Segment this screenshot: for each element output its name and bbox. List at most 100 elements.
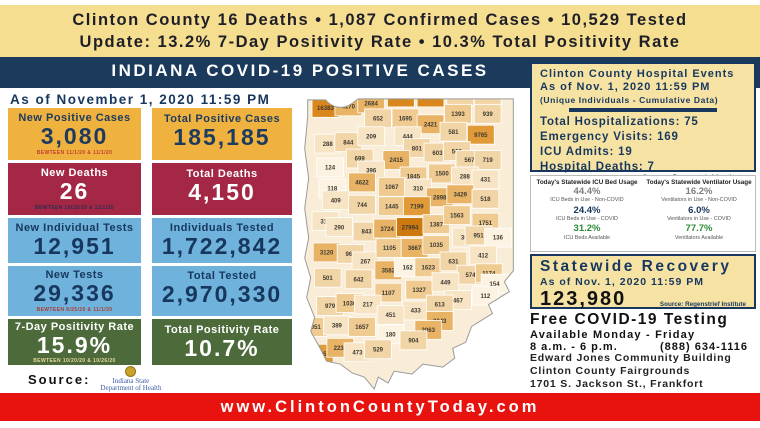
address-line-2: Clinton County Fairgrounds xyxy=(530,365,691,378)
county-cell xyxy=(374,282,403,303)
stat-value: 185,185 xyxy=(173,123,271,150)
isdh-name-line1: Indiana State xyxy=(112,377,150,385)
county-case-count: 2415 xyxy=(390,158,404,164)
county-case-count: 501 xyxy=(323,276,334,282)
county-case-count: 801 xyxy=(412,146,423,152)
county-case-count: 310 xyxy=(413,187,424,193)
county-cell xyxy=(443,205,471,225)
vent-available-label: Ventilators Available xyxy=(674,234,724,241)
free-testing-block: Free COVID-19 Testing Available Monday -… xyxy=(530,311,758,353)
county-cell xyxy=(416,98,445,108)
county-case-count: 581 xyxy=(448,130,459,136)
stat-label: New Tests xyxy=(45,269,104,282)
county-cell xyxy=(316,157,344,178)
county-cell xyxy=(387,98,415,108)
county-case-count: 209 xyxy=(366,134,377,140)
county-case-count: 1845 xyxy=(407,175,421,181)
indiana-county-map: 16383 4170 2684 10787 10505 889 762 1393 939 652 1… xyxy=(294,87,526,391)
county-case-count: 1387 xyxy=(430,222,444,228)
stat-label: Total Positive Cases xyxy=(163,112,281,125)
stat-new-positive-cases: New Positive Cases 3,080 BEWTEEN 11/1/20… xyxy=(8,108,141,160)
county-case-count: 613 xyxy=(435,303,446,309)
county-case-count: 1067 xyxy=(385,185,399,191)
county-case-count: 889 xyxy=(455,94,466,100)
county-case-count: 699 xyxy=(355,157,366,163)
county-case-count: 1563 xyxy=(450,213,464,219)
testing-title: Free COVID-19 Testing xyxy=(530,311,729,328)
county-case-count: 4170 xyxy=(342,105,356,111)
county-case-count: 2063 xyxy=(422,328,436,334)
source-attribution: Source: Indiana State Department of Heal… xyxy=(28,366,161,393)
stat-note: BEWTEEN 10/20/20 & 10/26/20 xyxy=(33,358,116,365)
vent-covid-pct: 6.0% xyxy=(688,204,710,216)
icu-noncovid-label: ICU Beds in Use - Non-COVID xyxy=(550,197,624,204)
county-case-count: 1107 xyxy=(382,291,396,297)
banner-line-2: Update: 13.2% 7-Day Positivity Rate • 10… xyxy=(79,33,681,51)
county-case-count: 217 xyxy=(363,303,374,309)
hospital-emergency-visits: Emergency Visits: 169 xyxy=(540,131,679,144)
hospital-as-of: As of Nov. 1, 2020 11:59 PM xyxy=(540,81,711,94)
stat-note: BEWTEEN 10/15/20 & 11/1/20 xyxy=(34,204,115,211)
county-cell xyxy=(344,269,373,290)
county-cell xyxy=(382,150,411,170)
recovery-value-row: 123,980 Source: Regenstrief Institute xyxy=(540,288,746,311)
county-case-count: 154 xyxy=(489,282,500,288)
county-cell xyxy=(403,196,431,217)
hospital-deaths: Hospital Deaths: 7 xyxy=(540,160,655,173)
stat-column-new: New Positive Cases 3,080 BEWTEEN 11/1/20… xyxy=(8,108,141,365)
address-line-3: 1701 S. Jackson St., Frankfort xyxy=(530,378,704,391)
isdh-seal-icon xyxy=(125,366,137,377)
county-cell xyxy=(484,227,512,248)
county-case-count: 567 xyxy=(464,158,475,164)
county-case-count: 1035 xyxy=(430,243,444,249)
county-case-count: 1445 xyxy=(385,204,399,210)
county-case-count: 409 xyxy=(331,198,342,204)
county-case-count: 10505 xyxy=(422,96,439,102)
stat-total-deaths: Total Deaths 4,150 xyxy=(152,163,292,215)
county-case-count: 444 xyxy=(403,134,414,140)
website-link[interactable]: www.ClintonCountyToday.com xyxy=(220,397,540,416)
county-case-count: 603 xyxy=(432,151,443,157)
county-case-count: 1327 xyxy=(412,288,426,294)
county-cell xyxy=(471,169,500,190)
stat-label: 7-Day Positivity Rate xyxy=(14,320,135,333)
testing-days: Available Monday - Friday xyxy=(530,329,696,341)
county-cell xyxy=(439,121,468,142)
county-case-count: 473 xyxy=(352,350,363,356)
county-case-count: 112 xyxy=(481,294,491,300)
recovery-title: Statewide Recovery xyxy=(540,258,732,275)
county-case-count: 10787 xyxy=(392,96,409,102)
icu-bed-title: Today's Statewide ICU Bed Usage xyxy=(536,179,638,186)
stat-note: BEWTEEN 8/25/20 & 11/1/20 xyxy=(36,306,113,313)
county-case-count: 267 xyxy=(360,260,371,266)
icu-available-pct: 31.2% xyxy=(573,223,601,235)
stat-value: 12,951 xyxy=(33,233,116,260)
vent-covid-label: Ventilators in Use - COVID xyxy=(667,216,731,223)
county-cell xyxy=(422,235,451,255)
stat-column-total: Total Positive Cases 185,185 Total Death… xyxy=(152,108,292,365)
county-case-count: 904 xyxy=(408,339,419,345)
county-case-count: 412 xyxy=(478,254,489,260)
vent-title: Today's Statewide Ventilator Usage xyxy=(646,179,752,186)
stat-total-positive-cases: Total Positive Cases 185,185 xyxy=(152,108,292,160)
county-case-count: 9765 xyxy=(474,133,488,139)
county-case-count: 431 xyxy=(480,178,491,184)
county-case-count: 1051 xyxy=(307,325,321,331)
ventilator-column: Today's Statewide Ventilator Usage 16.2%… xyxy=(643,176,755,251)
indiana-map-svg: 16383 4170 2684 10787 10505 889 762 1393 939 652 1… xyxy=(304,94,514,391)
source-label: Source: xyxy=(28,371,91,387)
testing-address-block: Edward Jones Community Building Clinton … xyxy=(530,352,758,391)
county-case-count: 939 xyxy=(483,112,494,118)
county-case-count: 951 xyxy=(474,234,485,240)
hospital-total-hospitalizations: Total Hospitalizations: 75 xyxy=(540,116,699,129)
stat-label: New Deaths xyxy=(40,167,109,180)
county-cell xyxy=(364,339,392,360)
county-case-count: 3724 xyxy=(380,227,394,233)
state-outline xyxy=(304,98,514,391)
icu-bed-column: Today's Statewide ICU Bed Usage 44.4% IC… xyxy=(531,176,643,251)
county-case-count: 719 xyxy=(483,158,494,164)
stat-value: 10.7% xyxy=(184,334,260,361)
county-case-count: 433 xyxy=(411,309,422,315)
county-case-count: 844 xyxy=(343,140,354,146)
